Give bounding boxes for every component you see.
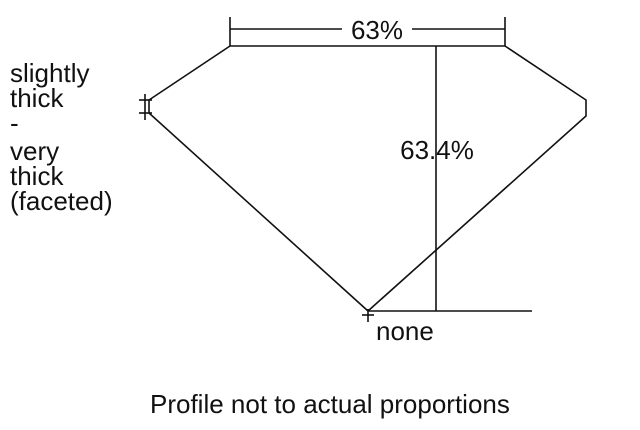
culet-marker — [362, 309, 374, 322]
svg-text:very: very — [10, 136, 59, 166]
depth-label-background — [388, 132, 486, 162]
girdle-label: slightly thick - very thick (faceted) — [10, 58, 113, 216]
girdle-marker — [139, 94, 152, 120]
depth-percent-label: 63.4% — [400, 135, 474, 165]
gem-outline — [148, 45, 587, 313]
footer-note: Profile not to actual proportions — [150, 389, 510, 419]
table-percent-label: 63% — [351, 15, 403, 45]
svg-text:(faceted): (faceted) — [10, 186, 113, 216]
culet-label: none — [376, 316, 434, 346]
svg-text:slightly: slightly — [10, 58, 89, 88]
svg-text:-: - — [10, 108, 19, 138]
svg-text:thick: thick — [10, 161, 64, 191]
svg-text:thick: thick — [10, 83, 64, 113]
